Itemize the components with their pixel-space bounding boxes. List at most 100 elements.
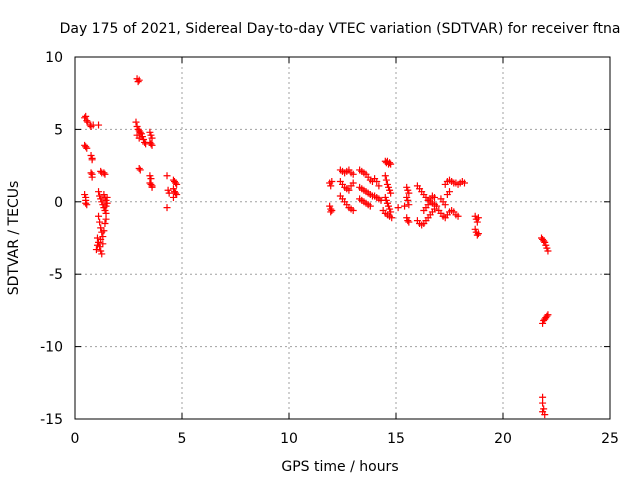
data-point [387,160,395,168]
x-tick-label: 25 [601,431,619,447]
y-tick-label: -15 [40,412,63,428]
data-point [473,218,481,226]
data-point [386,159,394,167]
data-point [460,179,468,187]
data-point [82,112,90,120]
data-point [172,179,180,187]
data-point [96,218,104,226]
data-point [454,212,462,220]
data-point [83,144,91,152]
data-point [136,166,144,174]
data-point [87,169,95,177]
data-point [375,182,383,190]
data-point [381,172,389,180]
x-tick-label: 10 [280,431,298,447]
data-point [349,206,357,214]
data-point [345,186,353,194]
x-axis-title: GPS time / hours [281,459,398,475]
data-point [394,204,402,212]
x-tick-label: 0 [71,431,80,447]
data-point [95,212,103,220]
data-point [95,121,103,129]
data-point [98,250,106,258]
data-point [148,134,156,142]
data-point [100,227,108,235]
data-point [163,204,171,212]
data-point [165,189,173,197]
data-point [424,201,432,209]
data-point [405,201,413,209]
data-point [328,206,336,214]
data-point [541,411,549,419]
data-points [81,75,552,419]
x-tick-label: 20 [494,431,512,447]
data-point [147,140,155,148]
data-point [132,118,140,126]
data-point [540,237,548,245]
data-point [388,214,396,222]
y-axis-ticks: 10 5 0 -5 -10 -15 [40,50,610,428]
y-axis-title: SDTVAR / TECUs [6,181,22,296]
y-tick-label: 5 [54,122,63,138]
data-point [401,202,409,210]
data-point [404,217,412,225]
data-point [382,176,390,184]
data-point [404,196,412,204]
data-point [88,173,96,181]
data-point [543,312,551,320]
data-point [349,170,357,178]
data-point [431,193,439,201]
data-point [134,78,142,86]
data-point [172,189,180,197]
data-point [163,172,171,180]
data-point [82,143,90,151]
data-point [441,201,449,209]
y-tick-label: -5 [49,267,63,283]
data-point [135,164,143,172]
data-point [93,234,101,242]
data-point [544,311,552,319]
data-point [135,76,143,84]
x-tick-label: 15 [387,431,405,447]
chart-title: Day 175 of 2021, Sidereal Day-to-day VTE… [60,21,621,37]
data-point [473,231,481,239]
data-point [83,201,91,209]
data-point [474,230,482,238]
data-point [366,202,374,210]
data-point [97,235,105,243]
data-point [88,156,96,164]
data-point [102,215,110,223]
data-point [327,208,335,216]
data-point [93,241,101,249]
data-point [405,218,413,226]
data-point [349,179,357,187]
data-point [101,220,109,228]
data-point [135,134,143,142]
grid-lines [75,57,610,419]
data-point [100,169,108,177]
x-axis-ticks: 0 5 10 15 20 25 [71,57,619,447]
data-point [446,188,453,196]
data-point [387,189,395,197]
data-point [173,180,181,188]
data-point [92,246,100,254]
data-point [101,170,109,178]
data-point [148,183,156,191]
data-point [82,199,90,207]
data-point [103,193,111,201]
data-point [99,240,107,248]
data-point [373,178,381,186]
data-point [327,182,335,190]
y-tick-label: 10 [45,50,63,66]
data-point [539,399,547,407]
x-tick-label: 5 [178,431,187,447]
data-point [95,188,103,196]
y-tick-label: 0 [54,195,63,211]
data-point [97,167,105,175]
data-point [431,205,439,213]
data-point [328,178,336,186]
plot-frame [74,56,611,420]
y-tick-label: -10 [40,340,63,356]
data-point [169,193,177,201]
